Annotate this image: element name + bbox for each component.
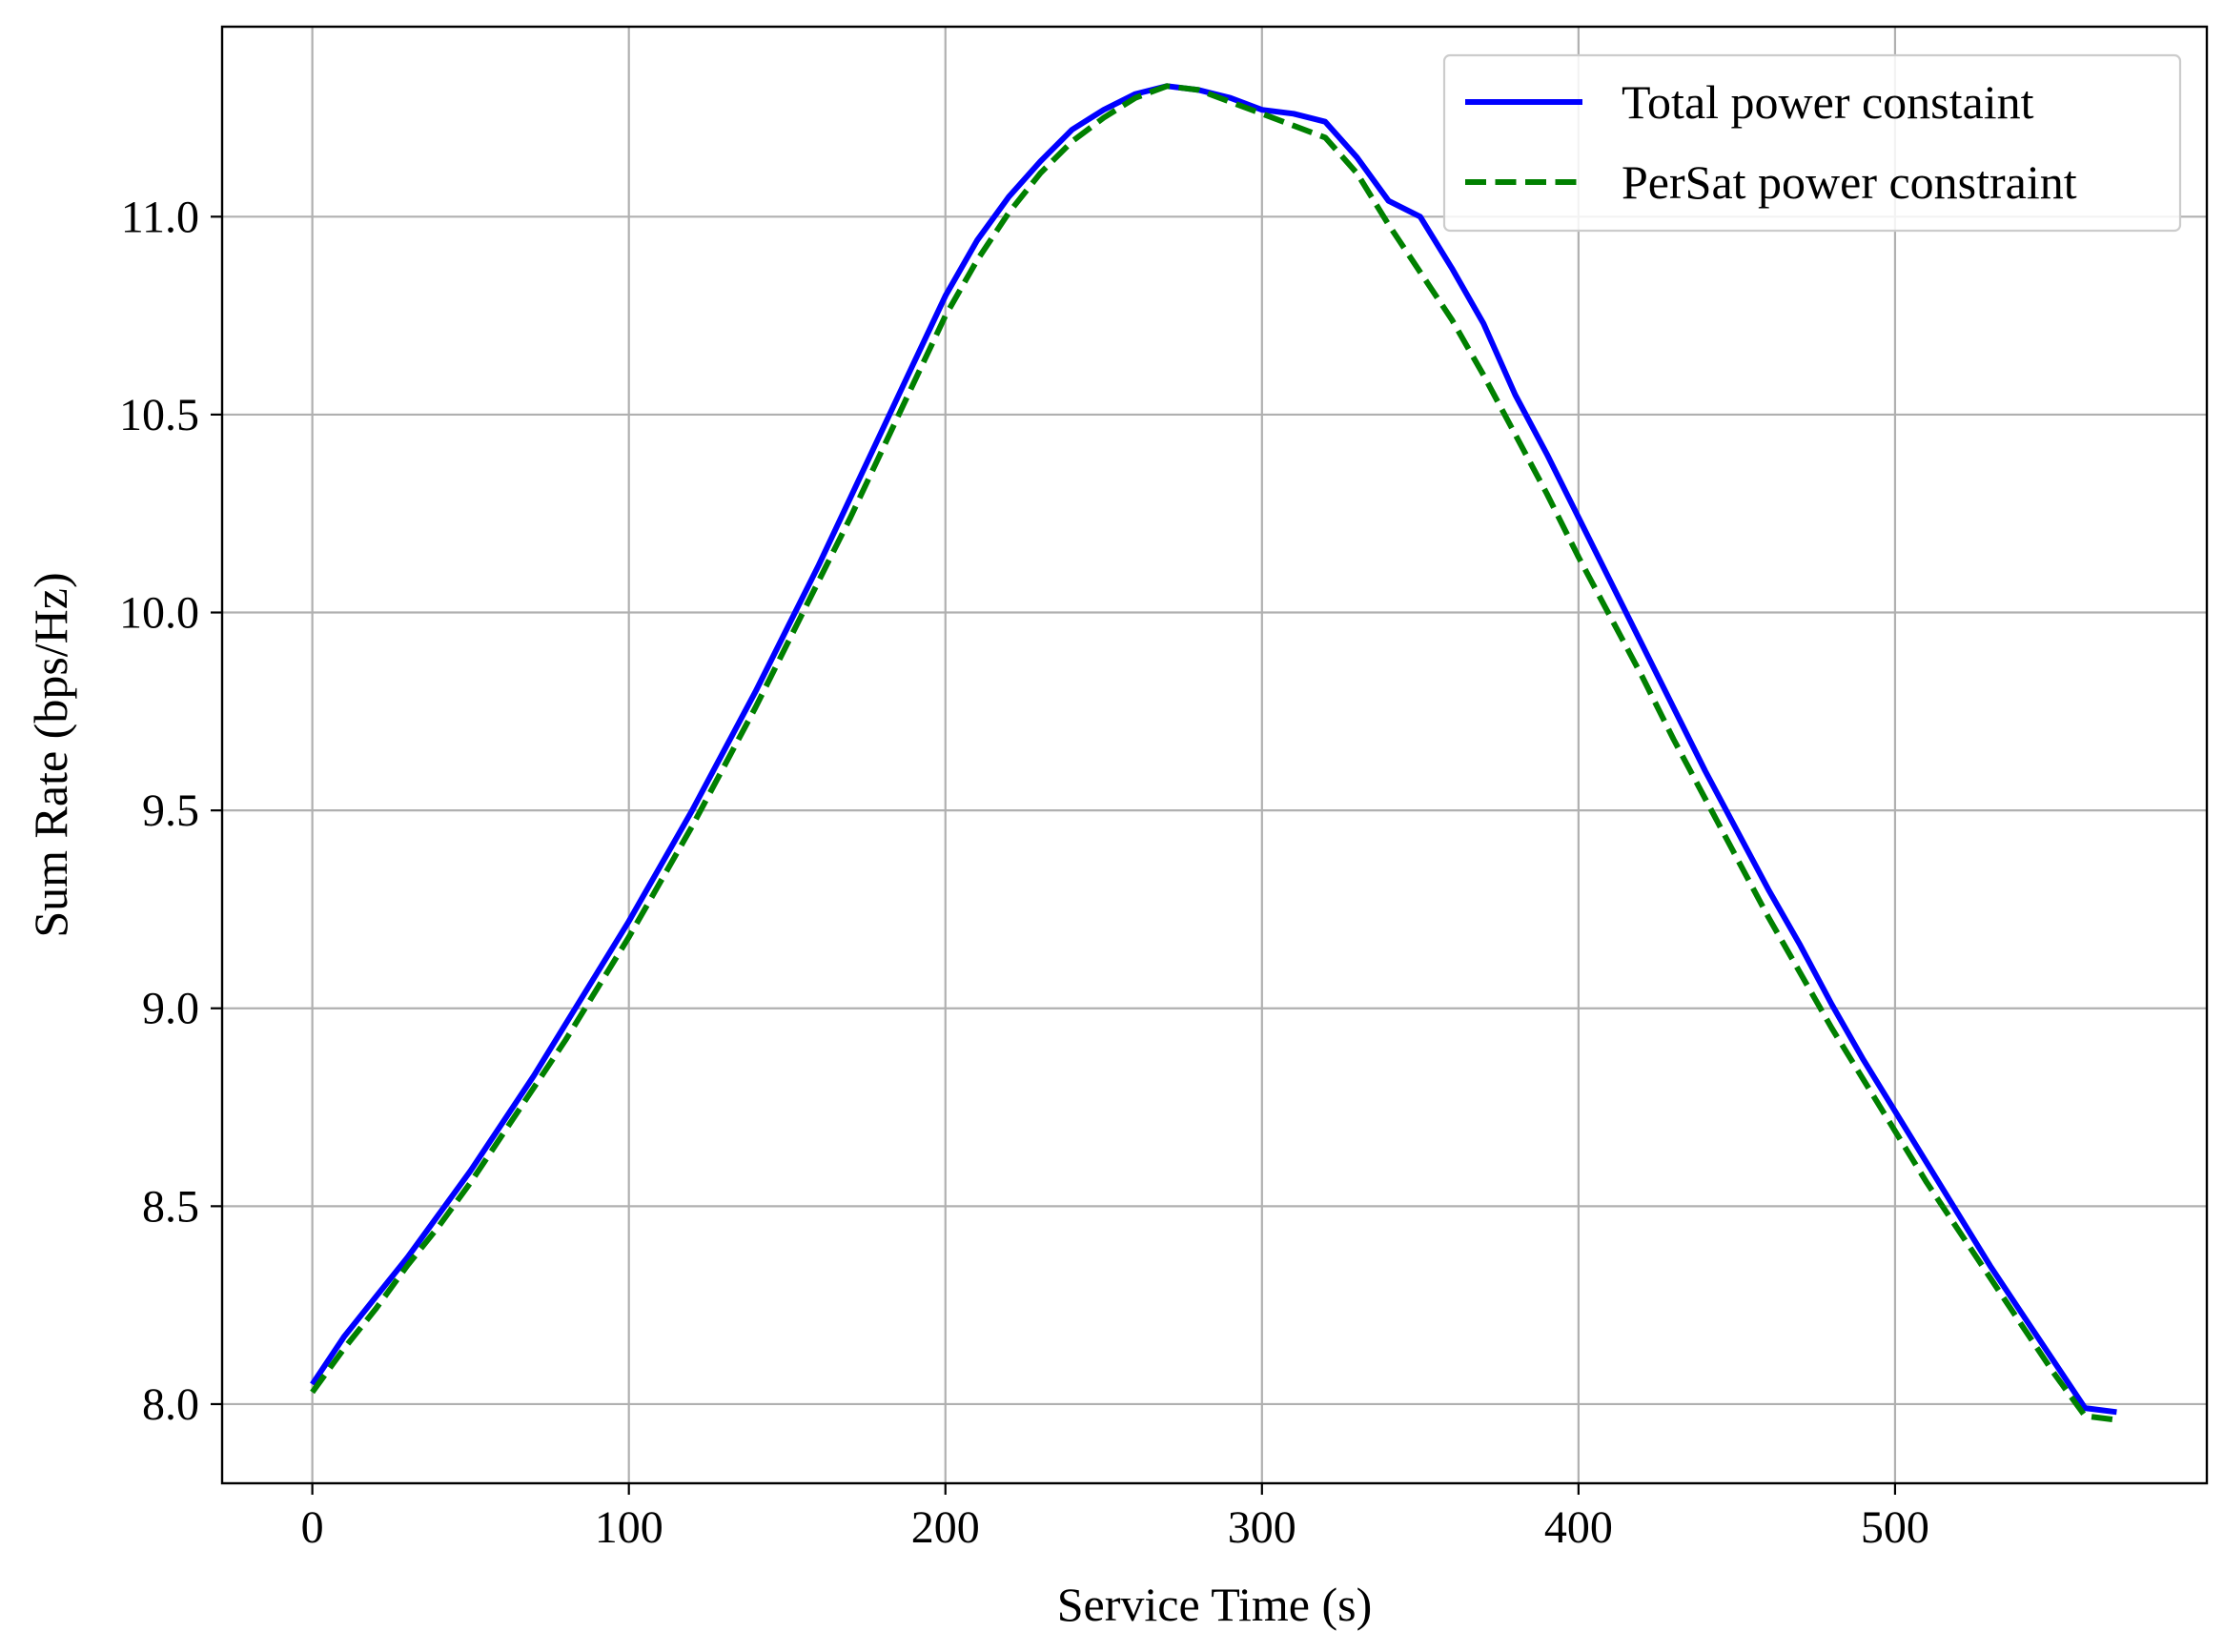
x-tick-label: 100 (595, 1502, 663, 1553)
y-tick-label: 10.5 (119, 390, 199, 440)
y-tick-label: 8.0 (142, 1379, 199, 1430)
y-tick-label: 10.0 (119, 588, 199, 639)
x-tick-label: 300 (1228, 1502, 1296, 1553)
legend-label-total: Total power constaint (1622, 75, 2034, 129)
x-tick-label: 500 (1861, 1502, 1929, 1553)
y-tick-label: 9.5 (142, 785, 199, 836)
x-tick-label: 0 (301, 1502, 324, 1553)
y-tick-label: 8.5 (142, 1181, 199, 1232)
plot-series (310, 83, 2117, 1423)
legend-label-persat: PerSat power constraint (1622, 155, 2077, 209)
x-tick-label: 400 (1544, 1502, 1613, 1553)
series-line-persat-power (310, 83, 2117, 1423)
ticks: 0 100 200 300 400 500 8.0 8.5 9.0 9.5 10.0 10.5 11.0 (119, 192, 1929, 1553)
x-axis-label: Service Time (s) (1057, 1578, 1373, 1631)
y-axis-label: Sum Rate (bps/Hz) (24, 572, 77, 937)
legend: Total power constaint PerSat power const… (1442, 53, 2182, 233)
grid (222, 27, 2207, 1483)
y-tick-label: 9.0 (142, 984, 199, 1034)
plot-frame (220, 25, 2209, 1485)
legend-box (1442, 53, 2182, 233)
y-tick-label: 11.0 (121, 192, 199, 242)
x-tick-label: 200 (911, 1502, 980, 1553)
